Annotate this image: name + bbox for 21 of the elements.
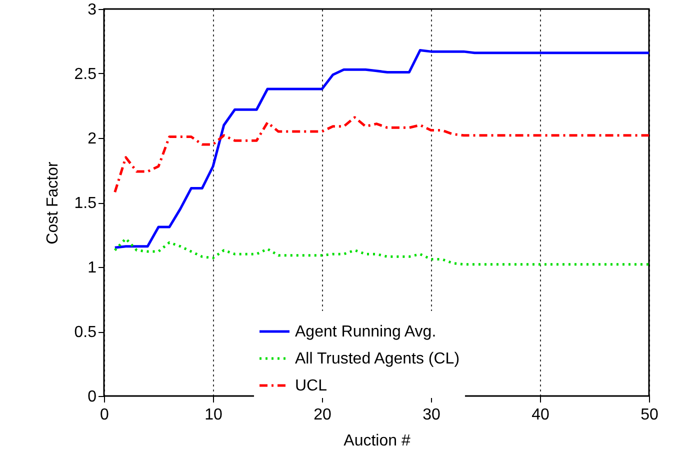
x-tick-label: 30 — [422, 406, 440, 424]
y-tick-label: 0 — [88, 388, 97, 406]
y-tick-label: 1 — [88, 260, 97, 276]
legend-label: UCL — [295, 378, 328, 394]
x-tick-label: 10 — [204, 406, 222, 424]
y-axis-title: Cost Factor — [44, 160, 62, 244]
legend-label: Agent Running Avg. — [295, 324, 436, 340]
x-tick-label: 0 — [100, 406, 110, 424]
x-tick-label: 50 — [640, 406, 658, 424]
x-tick-label: 20 — [314, 406, 332, 424]
x-axis-title: Auction # — [344, 432, 410, 450]
y-tick-label: 1.5 — [74, 195, 97, 212]
line-series — [114, 116, 650, 194]
x-tick-label: 40 — [532, 406, 550, 424]
y-tick-label: 2.5 — [74, 66, 97, 83]
line-series — [114, 49, 650, 249]
legend-label: All Trusted Agents (CL) — [295, 350, 460, 368]
y-tick-label: 0.5 — [74, 324, 97, 341]
y-tick-label: 3 — [88, 2, 97, 18]
line-series — [114, 237, 650, 266]
y-tick-label: 2 — [88, 130, 97, 148]
